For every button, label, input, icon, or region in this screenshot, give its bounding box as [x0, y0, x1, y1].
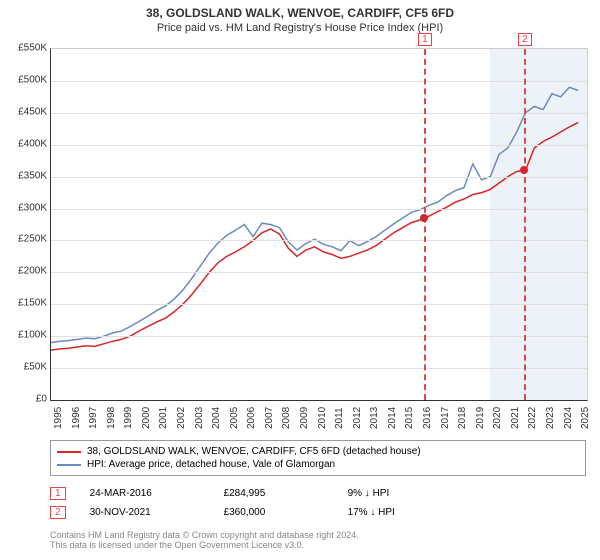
y-tick-label: £200K — [7, 266, 47, 277]
x-tick-label: 2025 — [580, 407, 591, 429]
y-tick-label: £300K — [7, 202, 47, 213]
sale-badge: 1 — [50, 487, 66, 500]
x-tick-label: 2021 — [510, 407, 521, 429]
x-tick-label: 2007 — [264, 407, 275, 429]
event-vline-label: 2 — [518, 33, 532, 46]
legend-label: HPI: Average price, detached house, Vale… — [87, 459, 335, 470]
attribution: Contains HM Land Registry data © Crown c… — [50, 530, 586, 550]
chart-title: 38, GOLDSLAND WALK, WENVOE, CARDIFF, CF5… — [0, 0, 600, 20]
sale-delta: 17% ↓ HPI — [348, 507, 395, 518]
x-tick-label: 2024 — [563, 407, 574, 429]
y-tick-label: £100K — [7, 330, 47, 341]
x-tick-label: 2012 — [352, 407, 363, 429]
x-tick-label: 1996 — [71, 407, 82, 429]
plot-area: 12 — [50, 48, 588, 401]
y-tick-label: £250K — [7, 234, 47, 245]
x-tick-label: 2014 — [387, 407, 398, 429]
x-tick-label: 1998 — [106, 407, 117, 429]
x-tick-label: 2022 — [527, 407, 538, 429]
x-tick-label: 2009 — [299, 407, 310, 429]
x-tick-label: 2018 — [457, 407, 468, 429]
y-tick-label: £450K — [7, 106, 47, 117]
sale-marker — [420, 214, 428, 222]
sale-row: 1 24-MAR-2016 £284,995 9% ↓ HPI — [50, 484, 586, 503]
sale-price: £284,995 — [224, 488, 324, 499]
x-tick-label: 2002 — [176, 407, 187, 429]
sales-table: 1 24-MAR-2016 £284,995 9% ↓ HPI 2 30-NOV-2021… — [50, 484, 586, 522]
y-tick-label: £50K — [7, 362, 47, 373]
x-tick-label: 2013 — [369, 407, 380, 429]
chart-lines — [51, 49, 587, 400]
x-tick-label: 1997 — [88, 407, 99, 429]
y-tick-label: £0 — [7, 394, 47, 405]
x-tick-label: 2017 — [440, 407, 451, 429]
sale-badge: 2 — [50, 506, 66, 519]
x-tick-label: 2015 — [404, 407, 415, 429]
x-tick-label: 2006 — [246, 407, 257, 429]
y-tick-label: £500K — [7, 74, 47, 85]
chart-subtitle: Price paid vs. HM Land Registry's House … — [0, 20, 600, 34]
x-tick-label: 2019 — [475, 407, 486, 429]
chart-container: 38, GOLDSLAND WALK, WENVOE, CARDIFF, CF5… — [0, 0, 600, 560]
x-tick-label: 2005 — [229, 407, 240, 429]
sale-delta: 9% ↓ HPI — [348, 488, 390, 499]
series-line-price_paid — [51, 122, 578, 350]
sale-date: 24-MAR-2016 — [90, 488, 200, 499]
x-tick-label: 2016 — [422, 407, 433, 429]
x-tick-label: 2008 — [281, 407, 292, 429]
sale-row: 2 30-NOV-2021 £360,000 17% ↓ HPI — [50, 503, 586, 522]
event-vline: 1 — [424, 49, 426, 400]
legend: 38, GOLDSLAND WALK, WENVOE, CARDIFF, CF5… — [50, 440, 586, 476]
x-tick-label: 1995 — [53, 407, 64, 429]
legend-label: 38, GOLDSLAND WALK, WENVOE, CARDIFF, CF5… — [87, 446, 421, 457]
sale-price: £360,000 — [224, 507, 324, 518]
event-vline-label: 1 — [418, 33, 432, 46]
attribution-line1: Contains HM Land Registry data © Crown c… — [50, 530, 586, 540]
sale-date: 30-NOV-2021 — [90, 507, 200, 518]
legend-item: 38, GOLDSLAND WALK, WENVOE, CARDIFF, CF5… — [57, 445, 579, 458]
attribution-line2: This data is licensed under the Open Gov… — [50, 540, 586, 550]
y-tick-label: £150K — [7, 298, 47, 309]
sale-marker — [520, 166, 528, 174]
legend-swatch — [57, 464, 81, 466]
y-tick-label: £350K — [7, 170, 47, 181]
x-tick-label: 2011 — [334, 407, 345, 429]
x-tick-label: 2020 — [492, 407, 503, 429]
x-tick-label: 2023 — [545, 407, 556, 429]
y-tick-label: £400K — [7, 138, 47, 149]
event-vline: 2 — [524, 49, 526, 400]
x-tick-label: 2001 — [158, 407, 169, 429]
y-tick-label: £550K — [7, 43, 47, 54]
x-tick-label: 1999 — [123, 407, 134, 429]
legend-swatch — [57, 451, 81, 453]
x-tick-label: 2004 — [211, 407, 222, 429]
legend-item: HPI: Average price, detached house, Vale… — [57, 458, 579, 471]
x-tick-label: 2010 — [317, 407, 328, 429]
x-tick-label: 2000 — [141, 407, 152, 429]
x-tick-label: 2003 — [194, 407, 205, 429]
